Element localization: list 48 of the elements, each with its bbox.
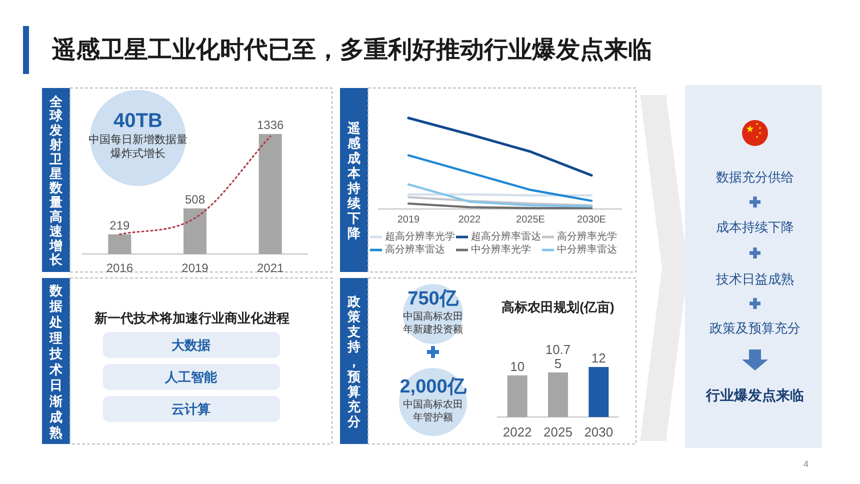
text: 新一代技术将加速行业商业化进程 xyxy=(94,310,290,326)
x-tick-label: 2019 xyxy=(182,261,209,275)
text: 年管护额 xyxy=(413,412,453,424)
legend-label: 中分辨率雷达 xyxy=(557,244,617,256)
text: 4 xyxy=(803,459,809,469)
x-tick-label: 2022 xyxy=(458,214,482,226)
data-label: 1336 xyxy=(256,118,284,132)
text: 大数据 xyxy=(172,338,210,352)
x-tick-label: 2019 xyxy=(397,214,420,226)
legend-label: 超高分辨率光学 xyxy=(385,230,455,242)
x-tick-label: 2016 xyxy=(106,261,134,275)
annotation: 中国每日新增数据量 xyxy=(88,133,188,146)
x-tick-label: 2025E xyxy=(516,214,546,226)
text: 技术日益成熟 xyxy=(715,272,794,286)
text: 750亿 xyxy=(408,288,460,310)
data-label: 508 xyxy=(184,192,206,206)
data-label: 10 xyxy=(510,358,525,374)
x-tick-label: 2025 xyxy=(544,424,572,440)
text: 40TB xyxy=(114,110,162,132)
legend-label: 超高分辨率雷达 xyxy=(471,230,541,242)
annotation: 爆炸式增长 xyxy=(110,147,166,160)
text: 政策及预算充分 xyxy=(710,320,800,336)
text: 人工智能 xyxy=(164,370,218,384)
text: 成本持续下降 xyxy=(716,220,794,234)
chart-title: 数据处理技术日渐成熟 xyxy=(50,282,62,440)
text: 中国高标农田 xyxy=(403,398,463,410)
x-tick-label: 2021 xyxy=(256,261,284,275)
data-label: 12 xyxy=(591,350,606,366)
text: 行业爆发点来临 xyxy=(705,387,804,403)
text: 遥感卫星工业化时代已至，多重利好推动行业爆发点来临 xyxy=(51,36,652,64)
text: 年新建投资额 xyxy=(403,324,463,336)
legend-label: 高分辨率光学 xyxy=(557,230,617,242)
text: 遥感成本持续下降 xyxy=(346,120,362,240)
text: 数据充分供给 xyxy=(716,170,794,184)
x-tick-label: 2022 xyxy=(502,424,532,440)
data-label: 219 xyxy=(110,218,130,232)
text: 云计算 xyxy=(172,402,210,416)
chart-title: 高标农田规划(亿亩) xyxy=(502,300,614,314)
x-tick-label: 2030 xyxy=(584,424,614,440)
x-tick-label: 2030E xyxy=(577,214,606,226)
legend-label: 高分辨率雷达 xyxy=(385,244,445,256)
text: 中国高标农田 xyxy=(403,310,463,322)
text: 2,000亿 xyxy=(400,376,468,398)
chart-title: 全球发射卫星数量高速增长 xyxy=(50,93,62,267)
legend-label: 中分辨率光学 xyxy=(471,244,531,256)
annotation: 5 xyxy=(554,356,562,371)
chart-title: 政策支持，预算充分 xyxy=(348,294,360,428)
data-label: 10.7 xyxy=(545,342,571,357)
